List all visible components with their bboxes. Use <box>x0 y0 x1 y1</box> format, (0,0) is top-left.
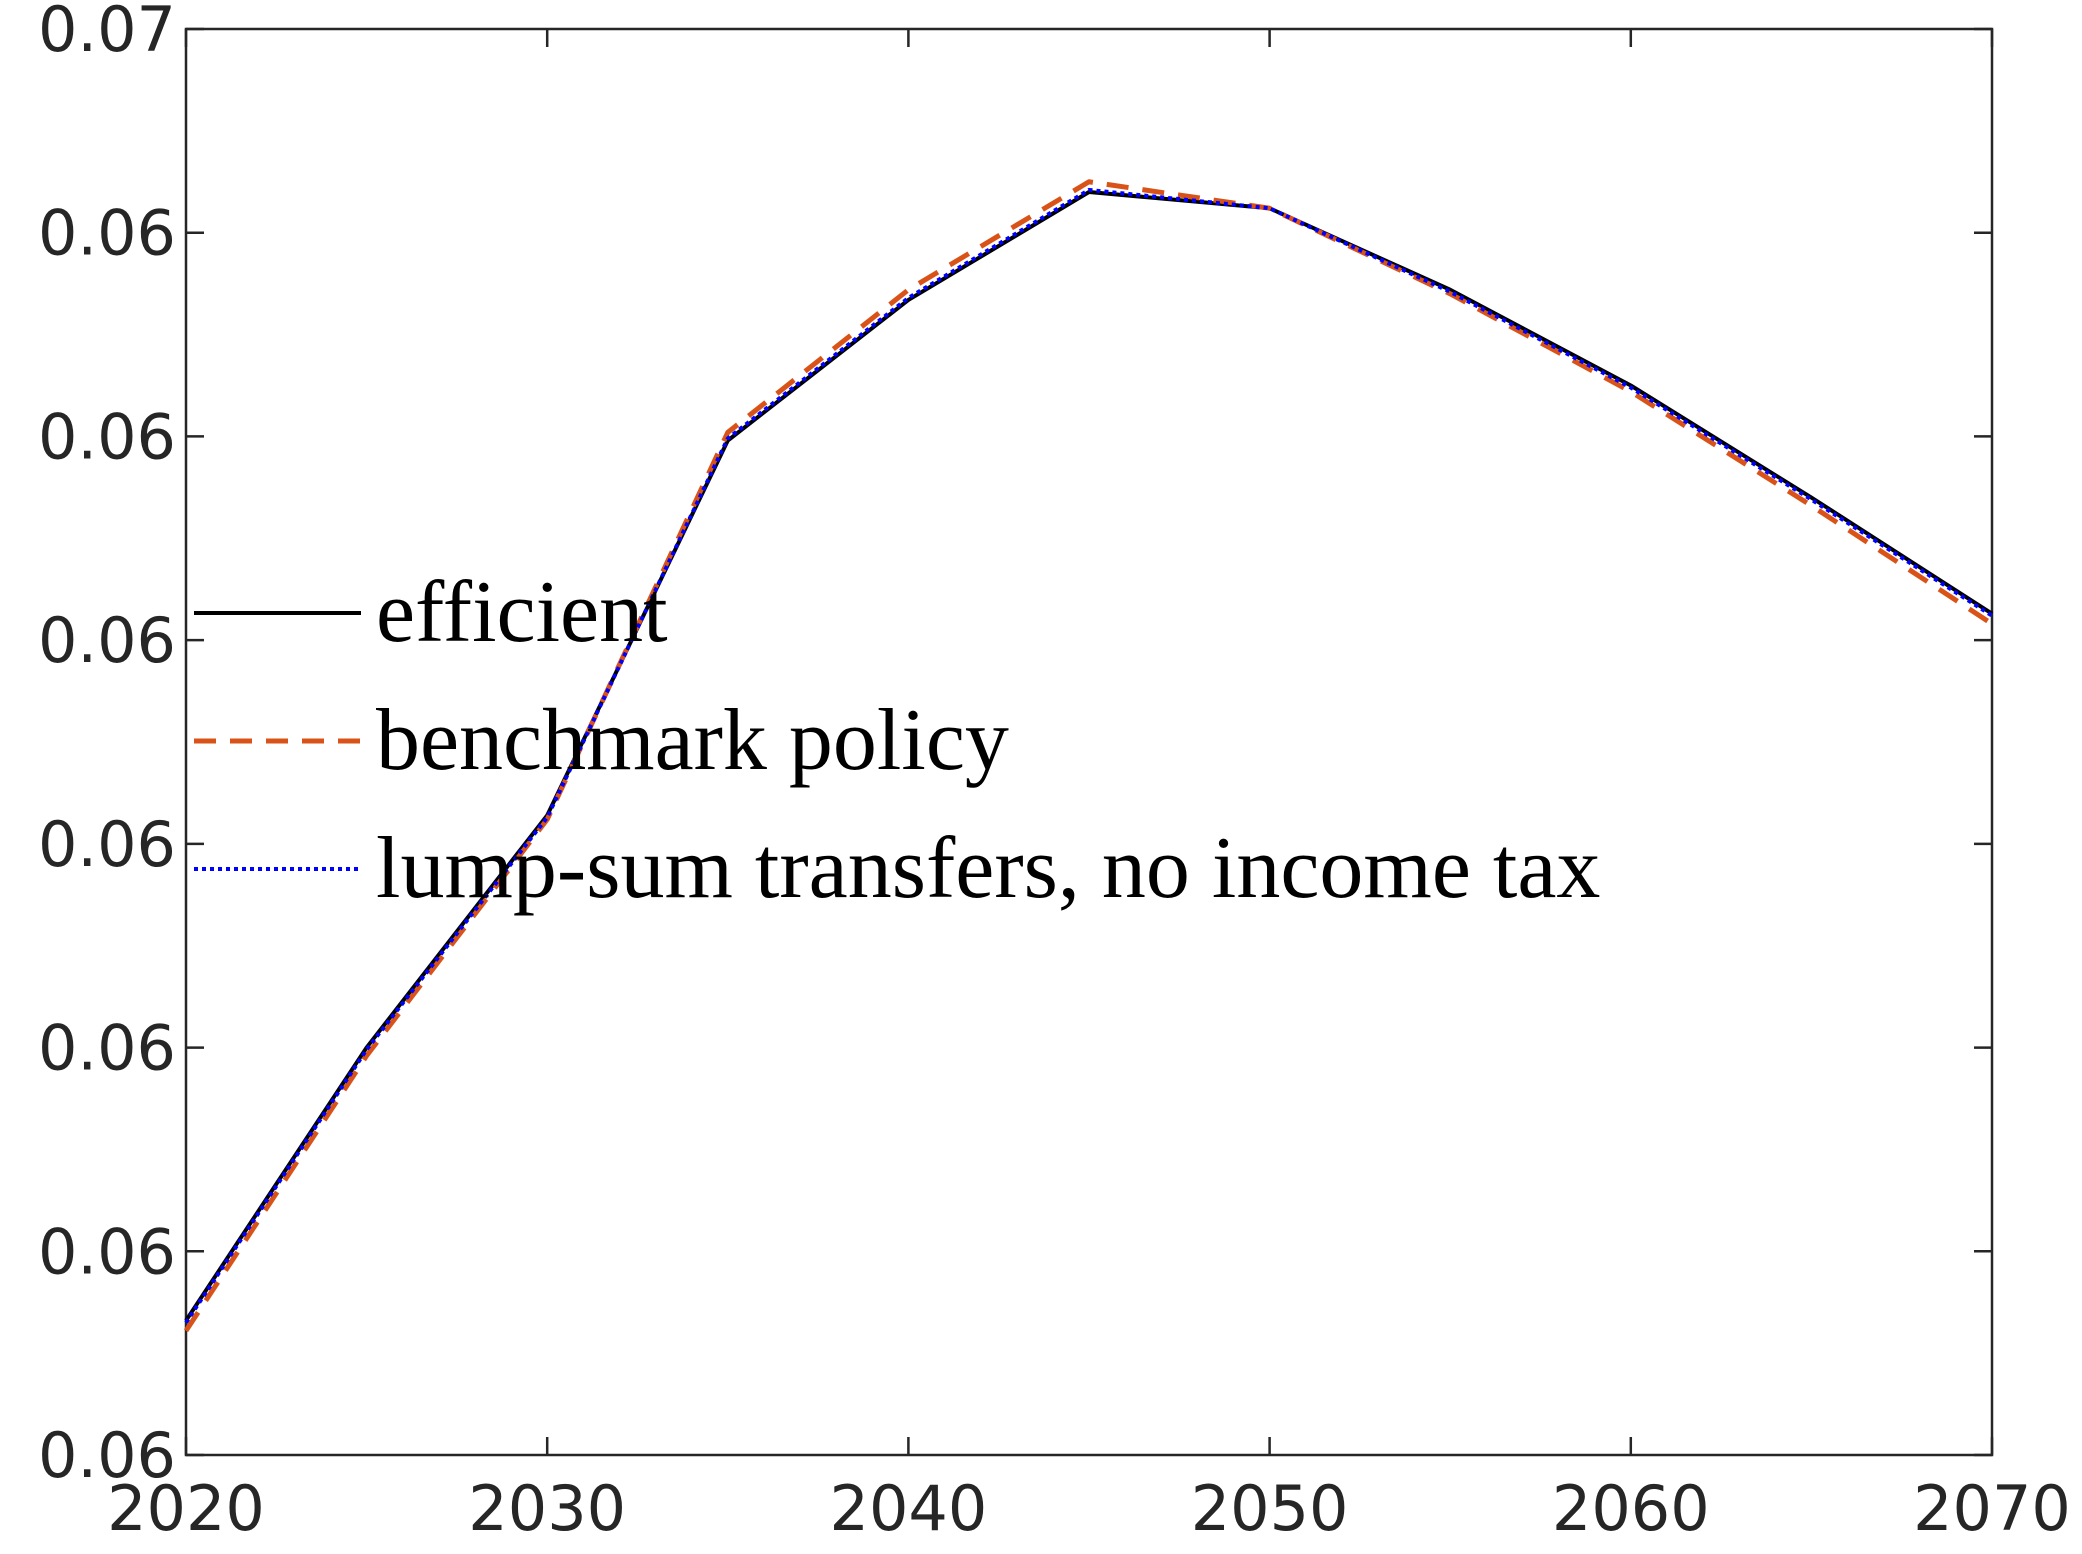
y-tick-label: 0.06 <box>38 400 176 473</box>
series-line <box>184 189 1994 1322</box>
x-tick-label: 2040 <box>830 1472 988 1545</box>
plot-area <box>184 27 1994 1457</box>
x-tick-label: 2030 <box>468 1472 626 1545</box>
series-line <box>183 179 1994 1333</box>
legend-label: benchmark policy <box>376 692 1009 789</box>
y-tick-label: 0.07 <box>38 0 176 66</box>
x-tick-label: 2050 <box>1191 1472 1349 1545</box>
x-tick-label: 2070 <box>1913 1472 2071 1545</box>
series-line <box>184 187 1994 1324</box>
y-tick-label: 0.06 <box>38 808 176 881</box>
legend-label: efficient <box>376 564 668 661</box>
y-tick-label: 0.06 <box>38 1419 176 1492</box>
y-tick-label: 0.06 <box>38 604 176 677</box>
x-tick-label: 2060 <box>1552 1472 1710 1545</box>
y-tick-label: 0.06 <box>38 1012 176 1085</box>
x-tick-label: 2020 <box>107 1472 265 1545</box>
y-tick-label: 0.06 <box>38 197 176 270</box>
y-tick-label: 0.06 <box>38 1215 176 1288</box>
legend-label: lump-sum transfers, no income tax <box>376 820 1600 917</box>
